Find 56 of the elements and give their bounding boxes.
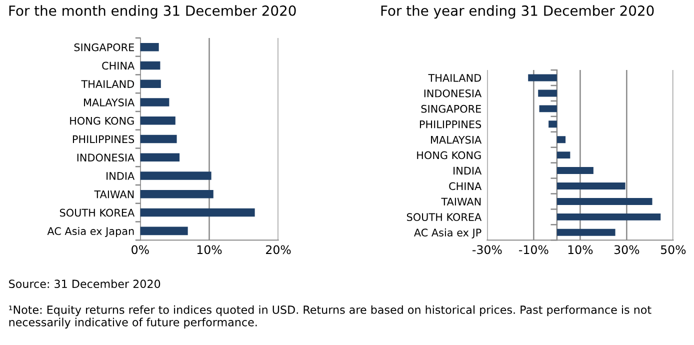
- y-tick-label: AC Asia ex Japan: [47, 226, 134, 238]
- bar: [556, 198, 652, 205]
- y-tick-label: MALAYSIA: [431, 136, 482, 144]
- y-tick-label: SOUTH KOREA: [60, 208, 135, 217]
- bar: [140, 134, 177, 144]
- y-tick-label: THAILAND: [428, 74, 482, 82]
- bar: [140, 190, 214, 198]
- bar: [140, 80, 161, 88]
- bar: [538, 90, 557, 97]
- y-tick-label: HONG KONG: [70, 116, 134, 125]
- y-tick-label: INDIA: [106, 172, 135, 180]
- y-tick-label: SINGAPORE: [421, 104, 481, 113]
- bar: [556, 228, 616, 236]
- y-tick-label: SOUTH KOREA: [406, 213, 482, 222]
- y-tick-label: TAIWAN: [441, 198, 481, 206]
- y-tick-label: MALAYSIA: [84, 98, 135, 106]
- y-tick-label: INDIA: [454, 166, 482, 174]
- bar: [556, 136, 566, 144]
- y-tick-label: SINGAPORE: [74, 43, 134, 52]
- source-note: Source: 31 December 2020: [9, 279, 160, 288]
- y-tick-label: CHINA: [102, 62, 135, 70]
- y-tick-label: CHINA: [449, 182, 482, 190]
- bar: [140, 116, 176, 125]
- bar: [556, 167, 594, 174]
- bar: [140, 226, 188, 236]
- y-tick-label: PHILIPPINES: [72, 135, 134, 144]
- bar: [140, 172, 212, 180]
- bar: [140, 153, 180, 162]
- bar: [539, 105, 557, 112]
- bar: [140, 61, 160, 70]
- text: ¹Note: Equity returns refer to indices quoted in USD. Returns are based on historical prices. Past performance is not necessarily indicative of future performance.: [9, 305, 652, 329]
- y-tick-label: THAILAND: [81, 80, 134, 88]
- x-tick-label: 30%: [614, 245, 640, 254]
- x-tick-label: 50%: [660, 245, 686, 254]
- x-tick-label: 10%: [568, 245, 593, 254]
- bar: [528, 74, 557, 82]
- bar: [140, 98, 170, 106]
- bar: [556, 213, 661, 220]
- chart-title: For the month ending 31 December 2020: [9, 5, 296, 19]
- y-tick-label: INDONESIA: [77, 154, 135, 162]
- x-tick-label: -30%: [472, 245, 502, 254]
- bar: [140, 208, 255, 217]
- bar: [556, 152, 570, 159]
- y-tick-label: INDONESIA: [424, 89, 482, 98]
- x-tick-label: 10%: [197, 245, 222, 254]
- y-tick-label: PHILIPPINES: [420, 120, 482, 128]
- chart-title: For the year ending 31 December 2020: [381, 5, 654, 19]
- y-tick-label: HONG KONG: [417, 151, 481, 160]
- y-tick-label: TAIWAN: [94, 190, 134, 198]
- bar: [556, 182, 626, 190]
- x-tick-label: 0%: [132, 245, 149, 254]
- x-tick-label: 20%: [266, 245, 291, 254]
- x-tick-label: -10%: [519, 245, 548, 254]
- bar: [548, 120, 557, 128]
- bar: [140, 43, 159, 52]
- y-tick-label: AC Asia ex JP: [414, 228, 482, 238]
